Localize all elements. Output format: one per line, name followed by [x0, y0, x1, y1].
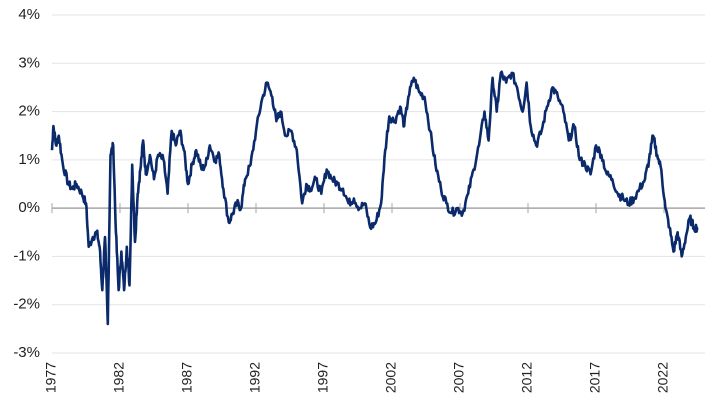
y-tick-label: -3%	[13, 344, 40, 361]
y-tick-label: 3%	[18, 54, 40, 71]
series-line	[50, 70, 699, 326]
x-tick-label: 1992	[247, 362, 263, 393]
y-tick-label: -1%	[13, 247, 40, 264]
x-tick-label: 2022	[655, 362, 671, 393]
x-axis: 1977 1982 1987 1992 1997 2002 2007 2012 2017 2022	[43, 203, 671, 393]
x-tick-label: 1987	[179, 362, 195, 393]
y-tick-label: 4%	[18, 6, 40, 23]
x-tick-label: 1997	[315, 362, 331, 393]
y-tick-label: 1%	[18, 151, 40, 168]
gridlines	[52, 14, 705, 354]
x-tick-label: 1977	[43, 362, 59, 393]
y-tick-label: 2%	[18, 103, 40, 120]
x-tick-label: 2007	[451, 362, 467, 393]
y-axis: 4% 3% 2% 1% 0% -1% -2% -3%	[13, 6, 40, 361]
y-tick-label: 0%	[18, 199, 40, 216]
x-tick-label: 2002	[383, 362, 399, 393]
x-tick-label: 2012	[519, 362, 535, 393]
y-tick-label: -2%	[13, 296, 40, 313]
x-tick-label: 2017	[587, 362, 603, 393]
x-tick-label: 1982	[111, 362, 127, 393]
